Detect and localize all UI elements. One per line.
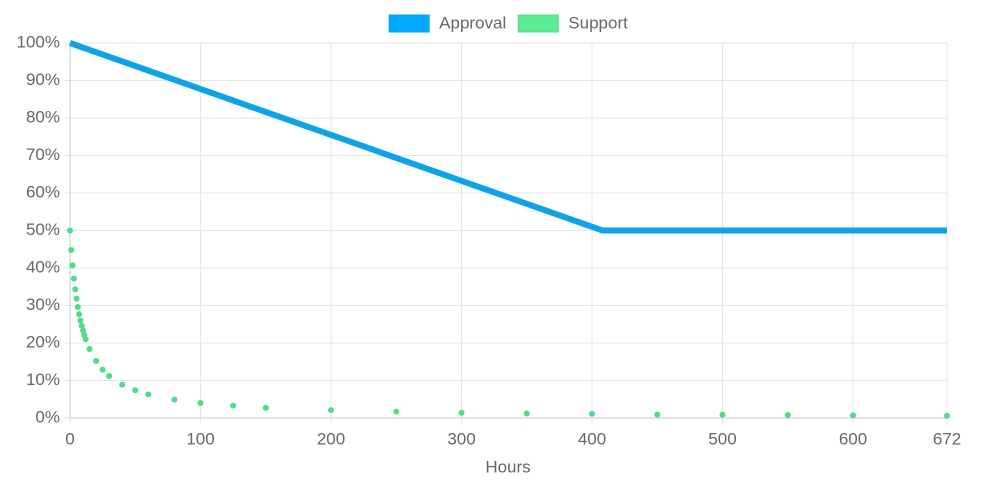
x-tick-label: 0 (65, 429, 74, 448)
data-point (719, 411, 726, 418)
data-point (145, 391, 152, 398)
data-point (86, 346, 93, 352)
data-point (262, 404, 269, 411)
x-tick-label: 400 (578, 429, 606, 448)
x-tick-label: 300 (447, 429, 475, 448)
x-tick-label: 200 (317, 429, 345, 448)
data-point (68, 247, 75, 253)
data-point (99, 366, 106, 373)
data-point (76, 311, 83, 318)
data-point (69, 262, 76, 269)
data-point (589, 410, 596, 417)
data-point (654, 411, 661, 418)
x-tick-label: 100 (186, 429, 214, 448)
data-point (80, 327, 87, 334)
data-point (328, 407, 335, 414)
x-tick-label: 500 (708, 429, 736, 448)
data-point (77, 317, 84, 324)
x-axis-title: Hours (485, 457, 530, 476)
data-point (393, 408, 400, 415)
legend-swatch (517, 14, 559, 33)
y-tick-label: 0% (35, 407, 60, 426)
data-point (119, 381, 126, 388)
data-point (784, 412, 791, 418)
x-tick-label: 600 (839, 429, 867, 448)
data-point (171, 396, 178, 403)
data-point (67, 227, 73, 234)
legend-swatch (388, 14, 430, 33)
data-point (72, 286, 79, 293)
data-point (82, 336, 89, 343)
legend-label: Approval (439, 13, 506, 32)
y-tick-label: 60% (26, 182, 60, 201)
y-tick-label: 80% (26, 107, 60, 126)
y-tick-label: 40% (26, 257, 60, 276)
data-point (944, 412, 950, 419)
y-tick-label: 90% (26, 70, 60, 89)
x-tick-label: 672 (933, 429, 961, 448)
data-point (74, 304, 81, 310)
y-tick-label: 50% (26, 220, 60, 239)
data-point (73, 295, 80, 302)
data-point (458, 409, 465, 416)
legend-label: Support (568, 13, 628, 32)
data-point (132, 387, 139, 394)
data-point (523, 410, 530, 417)
data-line (69, 40, 947, 234)
y-tick-label: 10% (26, 370, 60, 389)
data-point (850, 412, 857, 419)
y-tick-label: 20% (26, 332, 60, 351)
y-tick-label: 100% (17, 32, 60, 51)
data-point (93, 358, 100, 364)
data-point (230, 402, 237, 409)
y-tick-label: 70% (26, 145, 60, 164)
data-point (78, 322, 85, 329)
data-point (106, 373, 113, 379)
data-point (70, 275, 77, 282)
y-tick-label: 30% (26, 295, 60, 314)
data-point (197, 400, 204, 406)
